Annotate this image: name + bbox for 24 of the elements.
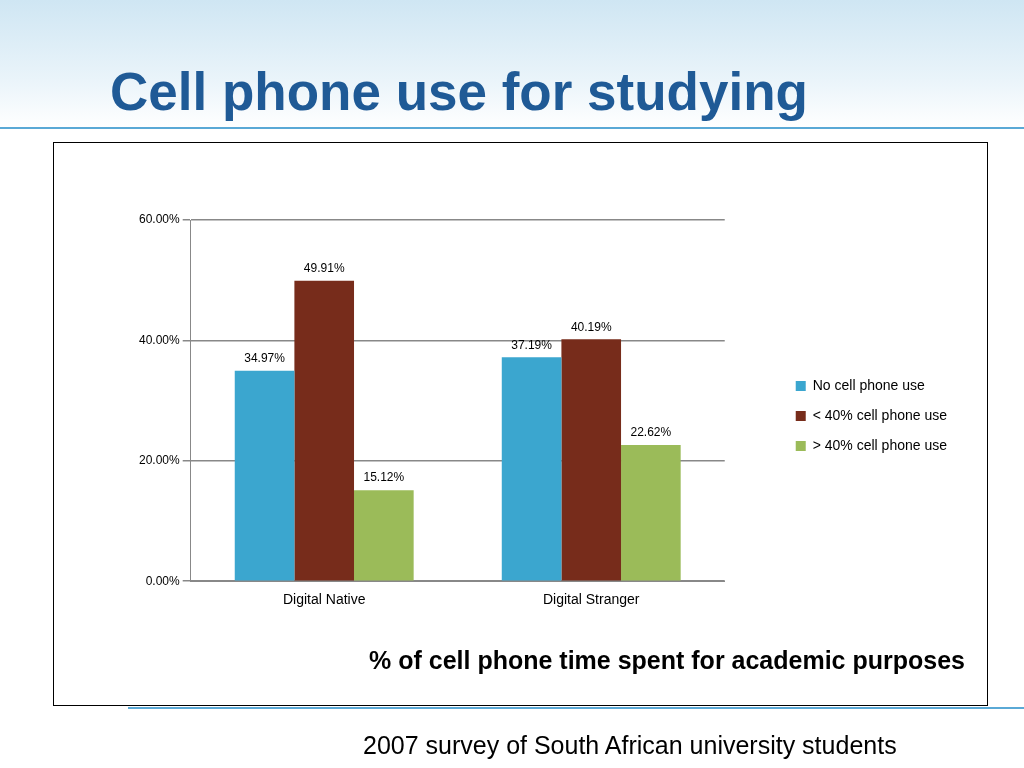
y-tick-label: 60.00% xyxy=(139,212,181,227)
x-tick-label: Digital Native xyxy=(282,591,366,608)
bar xyxy=(354,490,414,581)
y-tick-label: 20.00% xyxy=(139,453,181,468)
data-label: 34.97% xyxy=(244,350,286,365)
bar xyxy=(561,339,622,581)
bar xyxy=(294,280,355,581)
text: 2007 survey of South African university students xyxy=(363,731,897,760)
data-label: 15.12% xyxy=(363,470,405,485)
data-label: 49.91% xyxy=(303,261,345,276)
data-label: 22.62% xyxy=(630,425,672,440)
data-label: 37.19% xyxy=(511,337,553,352)
legend-label: > 40% cell phone use xyxy=(812,436,948,453)
data-label: 40.19% xyxy=(570,319,612,334)
bar xyxy=(621,445,681,581)
bar xyxy=(234,370,295,581)
legend-label: No cell phone use xyxy=(812,376,926,393)
bar xyxy=(501,357,562,581)
legend-label: < 40% cell phone use xyxy=(812,406,948,423)
y-tick-label: 0.00% xyxy=(145,573,181,588)
chart-title: Cell phone use for studying xyxy=(110,61,808,122)
x-tick-label: Digital Stranger xyxy=(542,591,640,608)
y-tick-label: 40.00% xyxy=(139,332,181,347)
text: % of cell phone time spent for academic purposes xyxy=(369,646,965,675)
